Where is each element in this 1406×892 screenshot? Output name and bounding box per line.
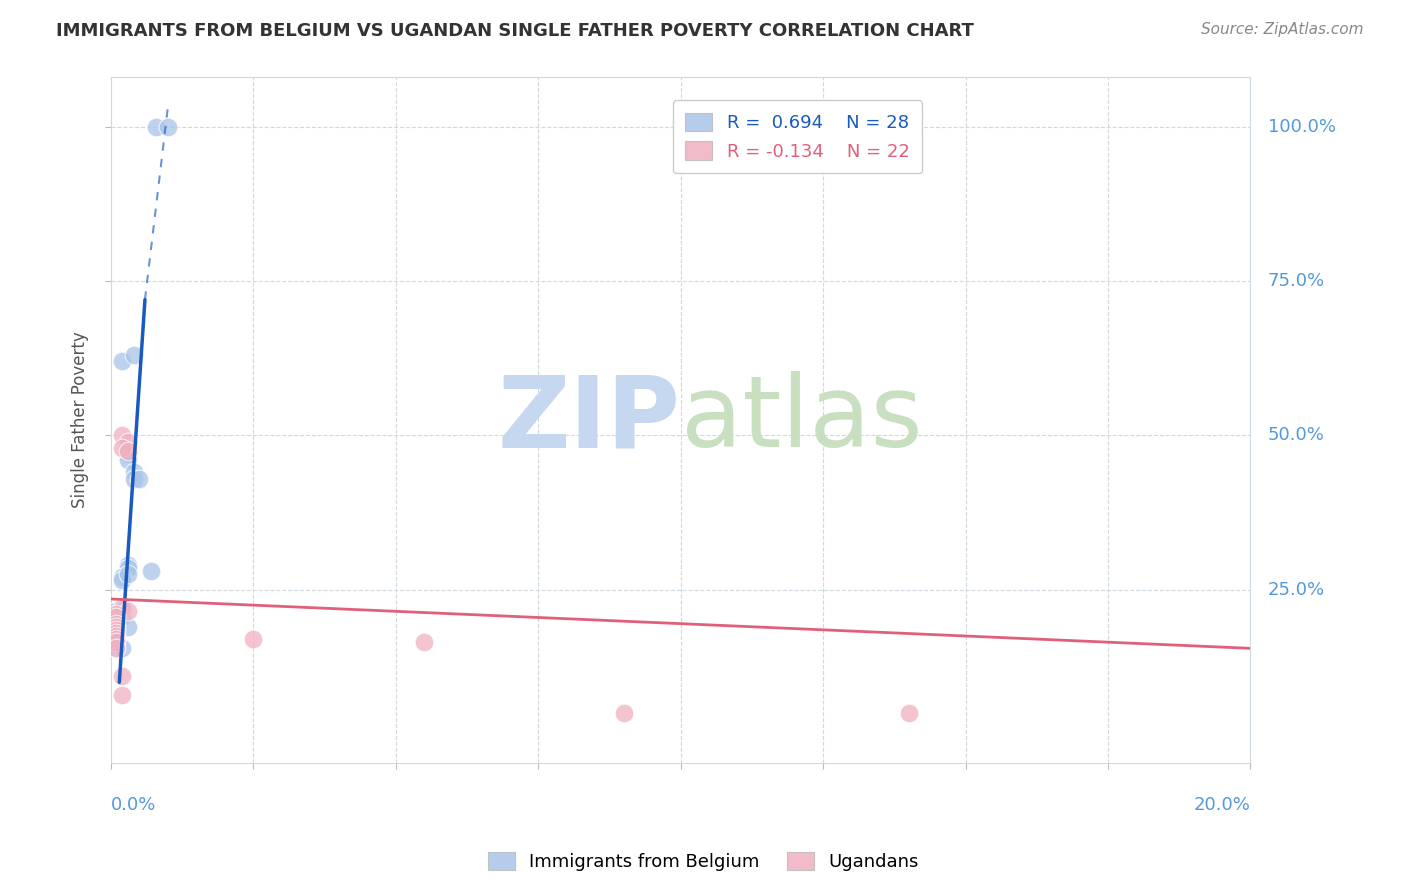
Point bbox=[105, 629, 128, 643]
Point bbox=[111, 601, 134, 615]
Point bbox=[117, 567, 139, 582]
Point bbox=[139, 564, 162, 578]
Point bbox=[105, 632, 128, 646]
Point bbox=[242, 632, 264, 646]
Y-axis label: Single Father Poverty: Single Father Poverty bbox=[72, 332, 89, 508]
Point bbox=[105, 626, 128, 640]
Point bbox=[105, 620, 128, 634]
Point bbox=[111, 669, 134, 683]
Point bbox=[117, 453, 139, 467]
Point bbox=[122, 466, 145, 480]
Point bbox=[145, 120, 167, 134]
Point bbox=[111, 428, 134, 442]
Point bbox=[105, 635, 128, 649]
Text: Source: ZipAtlas.com: Source: ZipAtlas.com bbox=[1201, 22, 1364, 37]
Text: ZIP: ZIP bbox=[498, 371, 681, 468]
Point bbox=[111, 574, 134, 588]
Point bbox=[105, 641, 128, 656]
Point bbox=[105, 623, 128, 637]
Point bbox=[128, 472, 150, 486]
Point bbox=[105, 607, 128, 622]
Point bbox=[413, 635, 436, 649]
Point bbox=[105, 632, 128, 646]
Point bbox=[117, 443, 139, 458]
Point bbox=[111, 604, 134, 618]
Point bbox=[111, 688, 134, 702]
Point bbox=[105, 641, 128, 656]
Point bbox=[111, 570, 134, 584]
Point bbox=[105, 616, 128, 631]
Point bbox=[111, 441, 134, 455]
Legend: Immigrants from Belgium, Ugandans: Immigrants from Belgium, Ugandans bbox=[481, 845, 925, 879]
Point bbox=[117, 561, 139, 575]
Point bbox=[105, 610, 128, 624]
Point bbox=[105, 620, 128, 634]
Point bbox=[111, 610, 134, 624]
Text: IMMIGRANTS FROM BELGIUM VS UGANDAN SINGLE FATHER POVERTY CORRELATION CHART: IMMIGRANTS FROM BELGIUM VS UGANDAN SINGL… bbox=[56, 22, 974, 40]
Point bbox=[117, 620, 139, 634]
Point bbox=[897, 706, 920, 720]
Point bbox=[105, 629, 128, 643]
Text: 25.0%: 25.0% bbox=[1268, 581, 1324, 599]
Text: 0.0%: 0.0% bbox=[111, 797, 156, 814]
Point bbox=[105, 607, 128, 622]
Text: 75.0%: 75.0% bbox=[1268, 272, 1324, 290]
Text: 20.0%: 20.0% bbox=[1194, 797, 1250, 814]
Point bbox=[111, 354, 134, 368]
Point bbox=[105, 616, 128, 631]
Point bbox=[105, 604, 128, 618]
Text: 50.0%: 50.0% bbox=[1268, 426, 1324, 444]
Point bbox=[122, 348, 145, 362]
Legend: R =  0.694    N = 28, R = -0.134    N = 22: R = 0.694 N = 28, R = -0.134 N = 22 bbox=[672, 100, 922, 173]
Text: atlas: atlas bbox=[681, 371, 922, 468]
Point bbox=[117, 434, 139, 449]
Point bbox=[105, 623, 128, 637]
Point bbox=[111, 641, 134, 656]
Point bbox=[105, 626, 128, 640]
Point bbox=[117, 558, 139, 572]
Point bbox=[117, 604, 139, 618]
Point bbox=[156, 120, 179, 134]
Point bbox=[122, 472, 145, 486]
Point bbox=[117, 447, 139, 461]
Text: 100.0%: 100.0% bbox=[1268, 118, 1336, 136]
Point bbox=[613, 706, 636, 720]
